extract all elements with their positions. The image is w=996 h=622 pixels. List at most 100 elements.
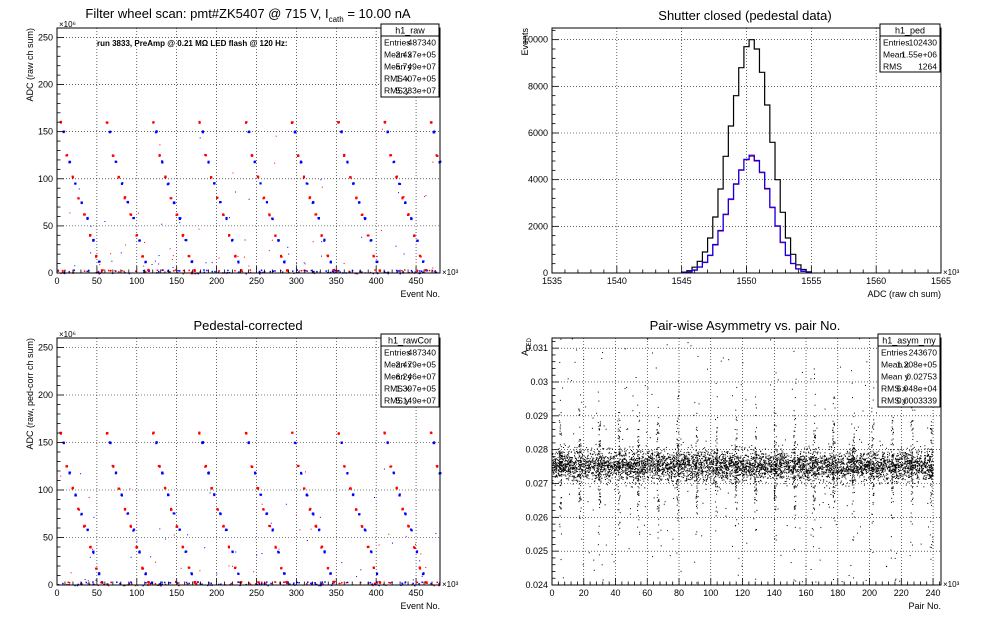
- data-point: [743, 467, 745, 469]
- data-point: [880, 465, 882, 467]
- data-point: [71, 486, 74, 489]
- data-point: [369, 581, 372, 584]
- data-point: [633, 457, 635, 459]
- data-point: [757, 467, 759, 469]
- data-point: [402, 271, 404, 273]
- data-point: [888, 477, 890, 479]
- data-point: [568, 445, 570, 447]
- data-point: [613, 467, 615, 469]
- data-point: [708, 458, 710, 460]
- data-point: [107, 269, 110, 272]
- data-point: [906, 475, 908, 477]
- data-point: [211, 262, 213, 264]
- data-point: [725, 468, 727, 470]
- data-point: [685, 458, 687, 460]
- data-point: [144, 261, 147, 263]
- data-point: [376, 255, 378, 257]
- data-point: [857, 470, 859, 472]
- data-point: [81, 583, 83, 585]
- stats-value: 2.479e+05: [396, 360, 437, 370]
- data-point: [272, 270, 275, 272]
- data-point: [693, 463, 695, 465]
- data-point: [190, 573, 193, 576]
- data-point: [690, 475, 692, 477]
- data-point: [674, 467, 676, 469]
- data-point: [133, 528, 136, 531]
- data-point: [710, 466, 712, 468]
- data-point: [123, 508, 126, 511]
- data-point: [805, 470, 807, 472]
- data-point: [815, 456, 817, 458]
- data-point: [744, 463, 746, 465]
- data-point: [758, 466, 760, 468]
- y-tick-label: 6000: [528, 128, 548, 138]
- data-point: [626, 478, 628, 480]
- data-point: [161, 223, 163, 225]
- data-point: [873, 470, 875, 472]
- data-point: [555, 468, 557, 470]
- data-point: [828, 443, 830, 445]
- data-point: [682, 463, 684, 465]
- data-point: [908, 475, 910, 477]
- data-point: [614, 451, 616, 453]
- data-point: [648, 457, 650, 459]
- data-point: [716, 460, 718, 462]
- data-point: [907, 466, 909, 468]
- data-point: [687, 447, 689, 449]
- data-point: [857, 466, 859, 468]
- data-point: [145, 582, 147, 584]
- data-point: [855, 471, 857, 473]
- data-point: [796, 486, 798, 488]
- data-point: [691, 476, 693, 478]
- data-point: [388, 533, 390, 535]
- data-point: [854, 470, 856, 472]
- data-point: [403, 269, 406, 271]
- data-point: [585, 464, 587, 466]
- data-point: [615, 460, 617, 462]
- data-point: [305, 493, 308, 496]
- data-point: [884, 476, 886, 478]
- data-point: [644, 466, 646, 468]
- data-point: [160, 584, 162, 587]
- data-point: [643, 459, 645, 461]
- data-point: [634, 471, 636, 473]
- data-point: [595, 476, 597, 478]
- data-point: [776, 483, 778, 485]
- data-point: [271, 528, 274, 531]
- data-point: [751, 472, 753, 474]
- data-point: [588, 470, 590, 472]
- data-point: [783, 465, 785, 467]
- data-point: [769, 462, 771, 464]
- data-point: [97, 260, 100, 263]
- panel-raw: 0 50 100 150 200 250 300 350 400 4500501001502002…: [25, 20, 459, 299]
- data-point: [567, 469, 569, 471]
- data-point: [433, 441, 436, 444]
- data-point: [653, 477, 655, 479]
- data-point: [894, 472, 896, 474]
- data-point: [69, 212, 71, 214]
- data-point: [726, 469, 728, 471]
- data-point: [709, 466, 711, 468]
- data-point: [780, 457, 782, 459]
- data-point: [850, 449, 852, 451]
- data-point: [104, 221, 106, 223]
- stats-key: RMS x: [384, 384, 410, 394]
- data-point: [824, 473, 826, 475]
- data-point: [568, 470, 570, 472]
- data-point: [740, 457, 742, 459]
- data-point: [812, 467, 814, 469]
- data-point: [130, 556, 132, 558]
- data-point: [814, 471, 816, 473]
- data-point: [888, 460, 890, 462]
- data-point: [822, 468, 824, 470]
- data-point: [680, 454, 682, 456]
- data-point: [661, 478, 663, 480]
- data-point: [731, 445, 733, 447]
- data-point: [615, 452, 617, 454]
- data-point: [642, 456, 644, 458]
- data-point: [793, 471, 795, 473]
- data-point: [312, 512, 315, 515]
- data-point: [655, 456, 657, 458]
- data-point: [625, 453, 627, 455]
